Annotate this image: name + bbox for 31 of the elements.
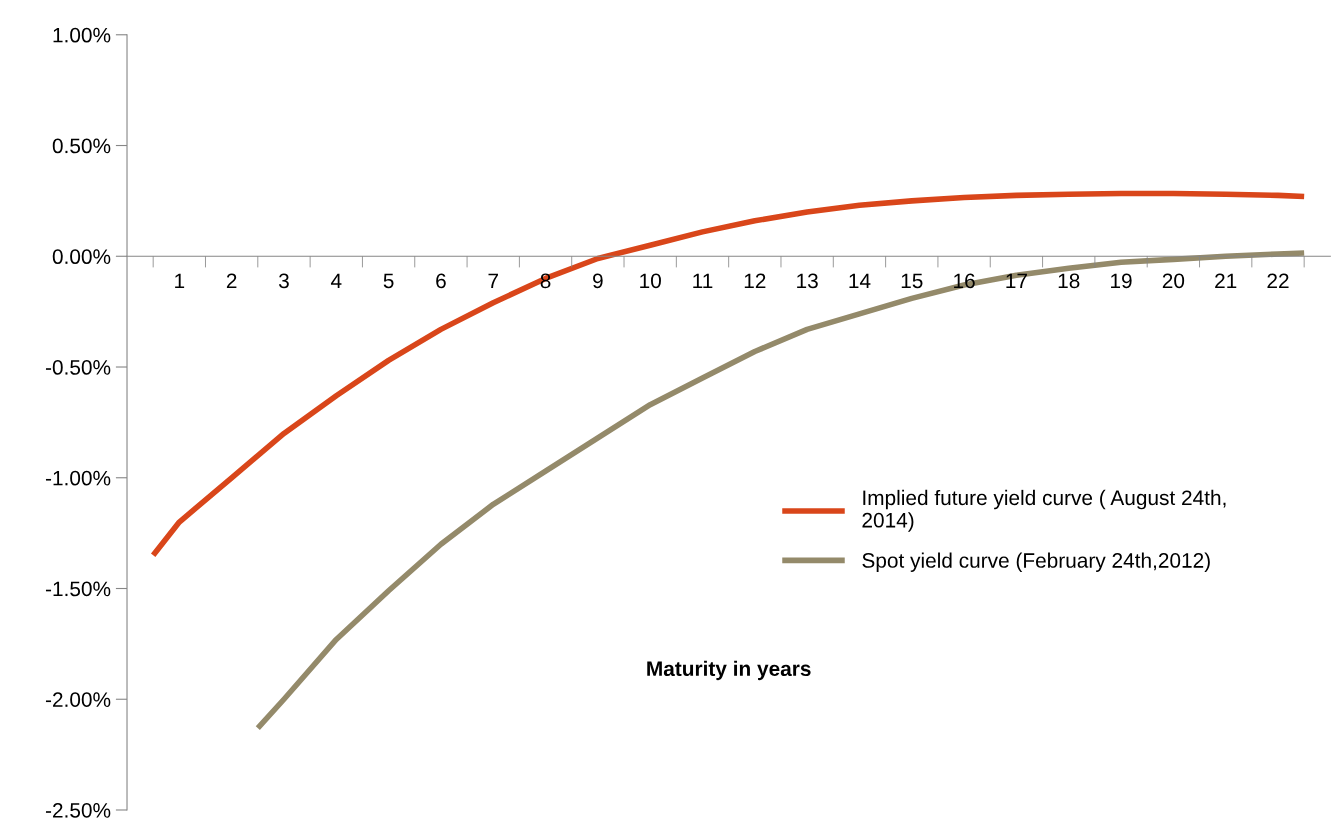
y-tick-label: -2.50% <box>45 802 111 818</box>
x-tick-label: 5 <box>383 273 394 289</box>
x-tick-label: 17 <box>1006 273 1027 289</box>
y-tick-label: 0.50% <box>52 138 111 154</box>
x-tick-label: 12 <box>744 273 766 289</box>
x-tick-label: 9 <box>593 273 603 289</box>
y-tick-label: -1.50% <box>45 581 111 597</box>
y-tick-label: -0.50% <box>45 360 111 375</box>
x-tick-label: 13 <box>797 273 818 289</box>
x-tick-label: 4 <box>330 273 342 289</box>
y-tick-label: -1.00% <box>45 470 111 486</box>
y-tick-label: 0.00% <box>52 249 111 265</box>
x-tick-label: 19 <box>1111 273 1132 289</box>
y-tick-label: 1.00% <box>53 27 111 43</box>
x-tick-label: 11 <box>693 273 713 289</box>
legend-label: Implied future yield curve ( August 24th, 2014) <box>862 489 1226 532</box>
x-tick-label: 1 <box>175 273 185 289</box>
x-tick-label: 20 <box>1162 273 1185 289</box>
x-tick-label: 10 <box>640 273 661 289</box>
x-tick-label: 14 <box>849 273 871 289</box>
x-tick-label: 3 <box>278 273 289 289</box>
x-tick-label: 15 <box>901 273 923 289</box>
x-tick-label: 2 <box>226 273 237 289</box>
x-tick-label: 22 <box>1267 273 1289 289</box>
x-tick-label: 7 <box>488 273 498 289</box>
x-axis-title: Maturity in years <box>647 660 811 681</box>
x-tick-label: 6 <box>436 273 446 289</box>
legend-label: Spot yield curve (February 24th,2012) <box>862 552 1210 572</box>
x-tick-label: 18 <box>1058 273 1080 289</box>
y-tick-label: -2.00% <box>45 692 111 707</box>
x-tick-label: 21 <box>1215 273 1237 289</box>
